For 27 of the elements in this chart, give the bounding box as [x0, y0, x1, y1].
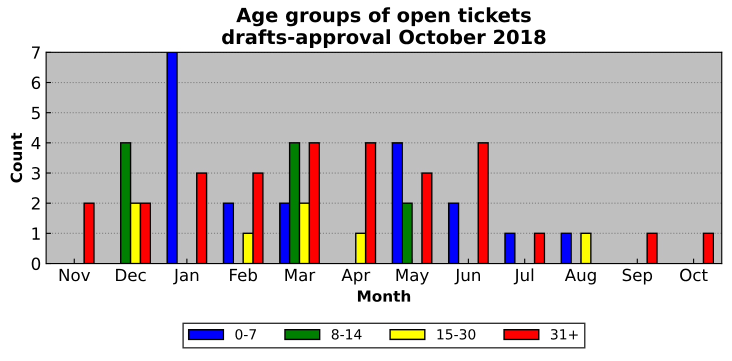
y-tick-label: 1: [32, 228, 40, 240]
legend-label: 8-14: [332, 329, 362, 340]
y-tick-label: 3: [32, 166, 40, 180]
x-tick-label: Jul: [514, 268, 534, 284]
legend-label: 0-7: [235, 329, 256, 340]
x-tick-label: Aug: [564, 268, 596, 285]
x-tick-label: Mar: [285, 268, 316, 282]
y-axis-title: Count: [10, 132, 22, 183]
x-tick-label: Nov: [60, 268, 90, 282]
x-tick-label: Apr: [341, 268, 370, 285]
legend-label: 15-30: [437, 329, 476, 340]
chart-title: Age groups of open tickets drafts-approval October 2018: [222, 7, 546, 48]
y-tick-label: 2: [32, 197, 40, 210]
y-tick-label: 4: [31, 137, 40, 150]
x-tick-label: Dec: [116, 268, 146, 282]
y-tick-label: 6: [32, 76, 40, 90]
x-axis-title: Month: [358, 290, 410, 302]
y-tick-label: 7: [32, 46, 40, 59]
y-tick-label: 5: [32, 106, 40, 120]
x-tick-label: May: [396, 268, 429, 285]
x-tick-label: Oct: [680, 268, 708, 282]
x-tick-label: Jun: [454, 268, 480, 284]
x-tick-label: Sep: [622, 268, 652, 285]
legend-label: 31+: [550, 329, 578, 340]
y-tick-label: 0: [32, 257, 40, 270]
x-tick-label: Jan: [173, 268, 198, 284]
x-tick-label: Feb: [230, 268, 258, 282]
